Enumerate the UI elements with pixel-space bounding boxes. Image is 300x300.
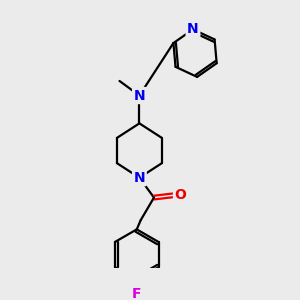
Text: N: N: [187, 22, 199, 36]
Text: N: N: [134, 88, 145, 103]
Text: F: F: [132, 286, 142, 300]
Text: O: O: [175, 188, 186, 202]
Text: N: N: [134, 171, 145, 185]
